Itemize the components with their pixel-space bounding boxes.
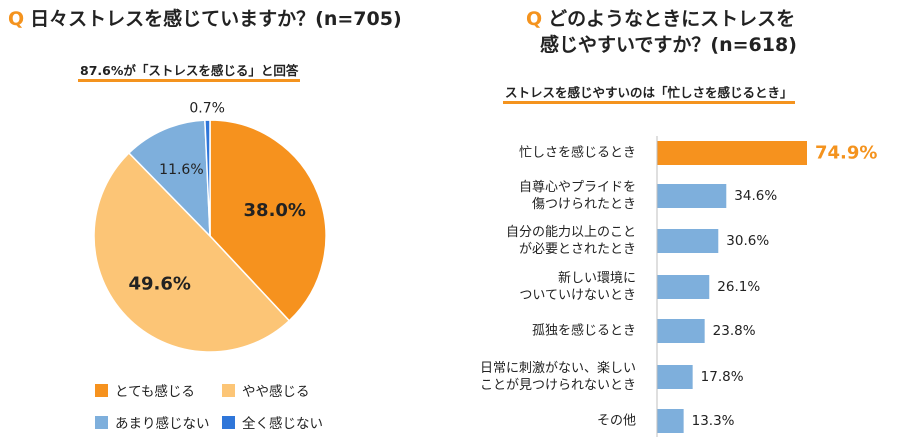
bar-7 <box>657 409 684 433</box>
legend-item-1: とても感じる <box>95 380 195 400</box>
right-question-title: Q どのようなときにストレスを 感じやすいですか？(n=618) <box>526 6 797 58</box>
bar-value-label-6: 17.8% <box>701 369 744 385</box>
left-subtitle: 87.6%が「ストレスを感じる」と回答 <box>78 60 301 82</box>
pie-slice-1 <box>209 119 327 322</box>
legend-swatch <box>95 383 108 397</box>
right-subtitle: ストレスを感じやすいのは「忙しさを感じるとき」 <box>503 82 795 104</box>
bar-category-label-3: が必要とされたとき <box>519 242 636 257</box>
q-mark: Q <box>526 8 543 30</box>
bar-2 <box>657 184 727 208</box>
legend-item-2: やや感じる <box>222 380 310 400</box>
q-mark: Q <box>8 8 25 30</box>
pie-label-4: 0.7% <box>189 100 225 116</box>
legend-label: とても感じる <box>115 384 195 400</box>
legend-item-3: あまり感じない <box>95 412 210 432</box>
legend-item-4: 全く感じない <box>222 412 323 432</box>
left-subtitle-text: 87.6%が「ストレスを感じる」と回答 <box>80 63 299 78</box>
legend-label: やや感じる <box>242 384 310 400</box>
right-subtitle-text: ストレスを感じやすいのは「忙しさを感じるとき」 <box>505 85 793 100</box>
bar-category-label-2: 傷つけられたとき <box>532 197 636 212</box>
right-subtitle-underline <box>503 101 795 104</box>
pie-label-1: 38.0% <box>244 200 306 221</box>
legend-label: あまり感じない <box>115 416 210 432</box>
bar-6 <box>657 365 693 389</box>
right-title-line2: 感じやすいですか？(n=618) <box>540 34 797 56</box>
legend-swatch <box>222 383 235 397</box>
left-subtitle-underline <box>78 79 301 82</box>
bar-3 <box>657 229 719 253</box>
bar-5 <box>657 319 705 343</box>
left-title-text: 日々ストレスを感じていますか？(n=705) <box>30 8 402 30</box>
bar-value-label-3: 30.6% <box>726 233 769 249</box>
pie-label-3: 11.6% <box>159 162 203 178</box>
bar-category-label-6: 日常に刺激がない、楽しい <box>480 360 636 376</box>
bar-value-label-4: 26.1% <box>717 279 760 295</box>
bar-value-label-5: 23.8% <box>713 323 756 339</box>
bar-category-label-6: ことが見つけられないとき <box>480 378 636 393</box>
bar-value-label-1: 74.9% <box>815 143 877 164</box>
bar-1 <box>657 141 807 165</box>
bar-category-label-3: 自分の能力以上のこと <box>506 225 636 240</box>
bar-category-label-4: ついていけないとき <box>519 288 636 303</box>
left-question-title: Q 日々ストレスを感じていますか？(n=705) <box>8 6 402 32</box>
legend-label: 全く感じない <box>242 416 323 432</box>
bar-value-label-7: 13.3% <box>692 413 735 429</box>
bar-category-label-7: その他 <box>597 414 636 429</box>
legend-swatch <box>222 415 235 429</box>
bar-value-label-2: 34.6% <box>734 188 777 204</box>
bar-category-label-4: 新しい環境に <box>558 270 636 286</box>
legend-swatch <box>95 415 108 429</box>
right-title-line1: どのようなときにストレスを <box>548 8 796 30</box>
bar-category-label-1: 忙しさを感じるとき <box>519 145 636 161</box>
pie-slice-4 <box>204 119 211 237</box>
pie-slice-3 <box>127 119 211 238</box>
bar-4 <box>657 275 710 299</box>
pie-slice-2 <box>93 151 291 353</box>
pie-label-2: 49.6% <box>128 274 190 295</box>
bar-category-label-2: 自尊心やプライドを <box>519 179 636 195</box>
bar-category-label-5: 孤独を感じるとき <box>532 323 636 339</box>
